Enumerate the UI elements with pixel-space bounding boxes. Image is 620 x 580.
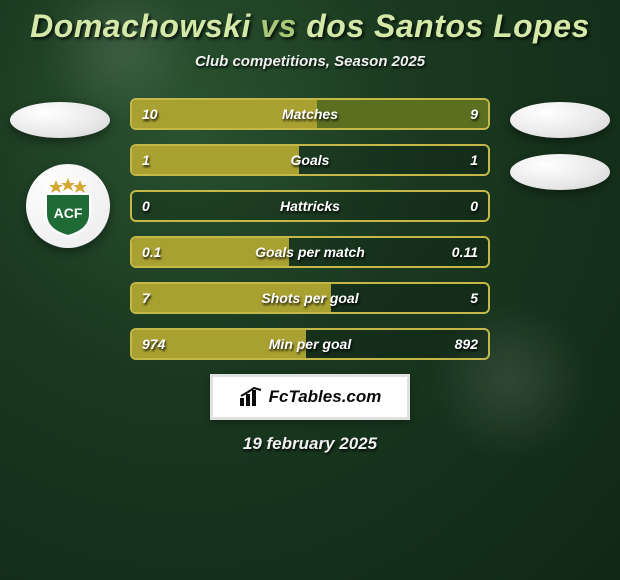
stat-bar: 75Shots per goal: [130, 282, 490, 314]
page-title: Domachowski vs dos Santos Lopes: [0, 8, 620, 45]
title-player-right: dos Santos Lopes: [306, 8, 590, 44]
svg-text:ACF: ACF: [54, 205, 83, 221]
stat-bar-fill-left: [132, 100, 317, 128]
stat-value-right: 1: [470, 146, 478, 174]
stat-bar-fill-left: [132, 146, 299, 174]
chart-icon: [239, 387, 263, 407]
title-vs: vs: [260, 8, 297, 44]
stat-label: Hattricks: [132, 192, 488, 220]
stat-bar: 0.10.11Goals per match: [130, 236, 490, 268]
stat-value-right: 0: [470, 192, 478, 220]
stat-bar-fill-left: [132, 238, 289, 266]
title-player-left: Domachowski: [30, 8, 251, 44]
comparison-arena: ACF 109Matches 11Goals 0 0Hattricks 0.10.11G…: [0, 98, 620, 360]
stat-value-right: 5: [470, 284, 478, 312]
brand-text: FcTables.com: [269, 387, 382, 407]
stat-bar: 109Matches: [130, 98, 490, 130]
subtitle: Club competitions, Season 2025: [0, 53, 620, 70]
brand-badge[interactable]: FcTables.com: [210, 374, 410, 420]
date-label: 19 february 2025: [0, 434, 620, 454]
stat-value-right: 892: [455, 330, 478, 358]
club-crest-left: ACF: [26, 164, 110, 248]
crest-icon: ACF: [36, 174, 100, 238]
avatar-placeholder-left: [10, 102, 110, 138]
stat-bars-container: 109Matches 11Goals 0 0Hattricks 0.10.11Goals…: [130, 98, 490, 360]
stat-bar-fill-left: [132, 330, 306, 358]
stat-bar-fill-right: [317, 100, 488, 128]
stat-value-right: 0.11: [452, 238, 478, 266]
stat-bar: 974892Min per goal: [130, 328, 490, 360]
avatar-placeholder-right-2: [510, 154, 610, 190]
stat-value-left: 0: [142, 192, 150, 220]
stat-bar: 0 0Hattricks: [130, 190, 490, 222]
main-content: Domachowski vs dos Santos Lopes Club com…: [0, 0, 620, 454]
stat-bar: 11Goals: [130, 144, 490, 176]
stat-bar-fill-left: [132, 284, 331, 312]
avatar-placeholder-right-1: [510, 102, 610, 138]
